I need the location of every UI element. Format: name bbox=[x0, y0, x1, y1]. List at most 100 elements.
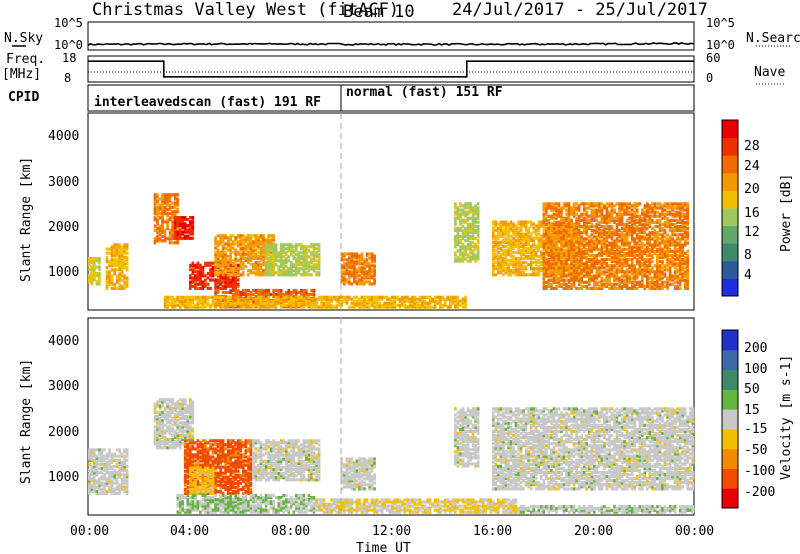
heatmap-cell bbox=[178, 301, 182, 305]
heatmap-cell bbox=[540, 252, 543, 257]
heatmap-cell bbox=[582, 268, 586, 272]
heatmap-cell bbox=[209, 278, 212, 282]
heatmap-cell bbox=[504, 259, 508, 263]
heatmap-cell bbox=[648, 210, 652, 214]
colorbar-swatch bbox=[722, 208, 738, 227]
heatmap-cell bbox=[375, 301, 379, 305]
heatmap-cell bbox=[464, 239, 467, 243]
heatmap-cell bbox=[567, 241, 571, 245]
heatmap-cell bbox=[620, 235, 624, 239]
heatmap-cell bbox=[575, 235, 578, 239]
heatmap-cell bbox=[681, 260, 684, 264]
heatmap-cell bbox=[305, 257, 308, 261]
heatmap-cell bbox=[449, 303, 452, 307]
heatmap-cell bbox=[262, 256, 265, 260]
heatmap-cell bbox=[605, 274, 609, 278]
heatmap-cell bbox=[171, 209, 174, 214]
heatmap-cell bbox=[199, 265, 202, 269]
heatmap-cell bbox=[123, 284, 126, 288]
heatmap-cell bbox=[570, 230, 573, 234]
heatmap-cell bbox=[562, 274, 566, 278]
heatmap-cell bbox=[651, 278, 654, 282]
heatmap-cell bbox=[507, 222, 510, 226]
heatmap-cell bbox=[577, 214, 581, 218]
heatmap-cell bbox=[572, 243, 576, 247]
heatmap-cell bbox=[123, 243, 126, 247]
heatmap-cell bbox=[582, 227, 586, 231]
heatmap-cell bbox=[519, 242, 523, 246]
heatmap-cell bbox=[550, 239, 553, 243]
heatmap-cell bbox=[683, 225, 687, 229]
heatmap-cell bbox=[514, 234, 518, 238]
heatmap-cell bbox=[239, 292, 243, 297]
heatmap-cell bbox=[613, 264, 616, 268]
heatmap-cell bbox=[214, 256, 217, 260]
heatmap-cell bbox=[249, 256, 253, 260]
heatmap-cell bbox=[196, 295, 200, 299]
heatmap-cell bbox=[259, 246, 263, 250]
heatmap-cell bbox=[161, 226, 164, 230]
heatmap-cell bbox=[648, 204, 652, 208]
heatmap-cell bbox=[630, 266, 634, 270]
heatmap-cell bbox=[252, 252, 255, 256]
heatmap-cell bbox=[219, 299, 222, 303]
heatmap-cell bbox=[646, 233, 649, 237]
heatmap-cell bbox=[646, 278, 649, 282]
heatmap-cell bbox=[161, 224, 164, 228]
heatmap-cell bbox=[623, 204, 626, 208]
heatmap-cell bbox=[252, 244, 255, 248]
heatmap-cell bbox=[527, 248, 530, 252]
heatmap-cell bbox=[580, 262, 583, 266]
heatmap-cell bbox=[413, 305, 417, 309]
heatmap-cell bbox=[310, 257, 313, 261]
heatmap-cell bbox=[666, 222, 669, 227]
heatmap-cell bbox=[646, 202, 649, 206]
heatmap-cell bbox=[623, 264, 626, 268]
heatmap-cell bbox=[166, 222, 169, 226]
heatmap-cell bbox=[312, 292, 316, 297]
heatmap-cell bbox=[524, 265, 528, 269]
heatmap-cell bbox=[588, 278, 591, 282]
heatmap-cell bbox=[570, 282, 573, 286]
heatmap-cell bbox=[600, 249, 604, 253]
heatmap-cell bbox=[181, 299, 184, 303]
heatmap-cell bbox=[562, 268, 566, 272]
heatmap-cell bbox=[173, 214, 177, 218]
heatmap-cell bbox=[625, 208, 629, 212]
heatmap-cell bbox=[522, 269, 525, 273]
heatmap-cell bbox=[269, 292, 273, 297]
heatmap-cell bbox=[98, 267, 101, 271]
heatmap-cell bbox=[635, 286, 639, 290]
heatmap-cell bbox=[168, 216, 172, 220]
heatmap-cell bbox=[358, 305, 361, 309]
heatmap-cell bbox=[524, 232, 528, 236]
heatmap-cell bbox=[176, 197, 179, 201]
heatmap-cell bbox=[653, 249, 657, 253]
heatmap-cell bbox=[219, 295, 222, 299]
heatmap-cell bbox=[176, 236, 179, 240]
heatmap-cell bbox=[373, 272, 376, 276]
heatmap-cell bbox=[522, 257, 525, 261]
heatmap-cell bbox=[555, 249, 558, 253]
heatmap-cell bbox=[598, 210, 601, 214]
heatmap-cell bbox=[262, 246, 265, 250]
nsky-line bbox=[87, 42, 695, 47]
colorbar-swatch bbox=[722, 278, 738, 297]
heatmap-cell bbox=[237, 267, 240, 271]
heatmap-cell bbox=[221, 258, 225, 262]
heatmap-cell bbox=[163, 239, 167, 243]
heatmap-cell bbox=[517, 240, 520, 244]
heatmap-cell bbox=[625, 204, 629, 208]
heatmap-cell bbox=[499, 263, 503, 267]
heatmap-cell bbox=[534, 267, 538, 271]
heatmap-cell bbox=[666, 225, 669, 229]
heatmap-cell bbox=[274, 288, 278, 293]
heatmap-cell bbox=[588, 268, 591, 272]
heatmap-cell bbox=[522, 242, 525, 246]
heatmap-cell bbox=[658, 212, 662, 216]
heatmap-cell bbox=[595, 268, 599, 272]
heatmap-cell bbox=[620, 266, 624, 270]
heatmap-cell bbox=[562, 262, 566, 266]
heatmap-cell bbox=[676, 247, 679, 251]
heatmap-cell bbox=[534, 250, 538, 255]
